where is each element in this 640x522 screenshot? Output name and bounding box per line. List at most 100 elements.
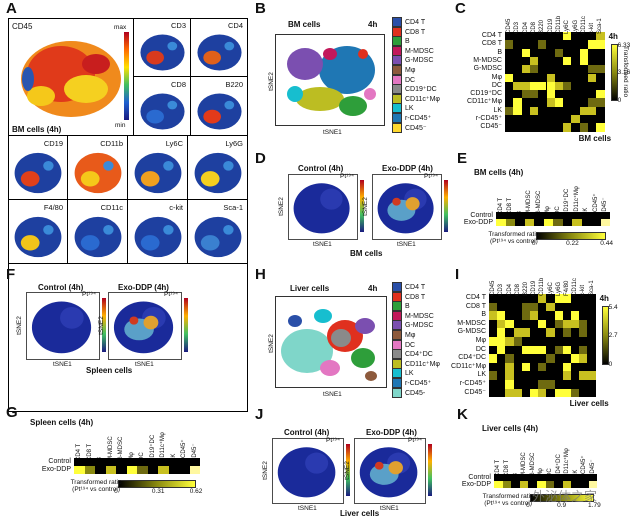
- heatmap-cell: [587, 294, 596, 303]
- marker-tsne-plot: [197, 34, 242, 71]
- heatmap-cell: [530, 354, 539, 363]
- heatmap-cell: [596, 73, 605, 82]
- strip-cell: [591, 212, 601, 219]
- colorbar-tick: 0: [526, 502, 530, 509]
- strip-cell: [562, 474, 572, 481]
- strip-cell: [168, 458, 179, 466]
- heatmap-cell: [571, 371, 580, 380]
- heatmap-cell: [521, 48, 530, 57]
- heatmap-cell: [489, 319, 498, 329]
- heatmap-column-label: CD4: [522, 21, 529, 34]
- heatmap-cell: [571, 362, 580, 372]
- panel-b-tsne-plot: [275, 34, 385, 126]
- heatmap-cell: [579, 40, 588, 49]
- heatmap-column-label: Ly6C: [564, 20, 571, 34]
- heatmap-column-label: Ly6G: [572, 19, 579, 34]
- heatmap-cell: [579, 302, 588, 312]
- legend-swatch: [392, 349, 402, 360]
- heatmap-cell: [505, 362, 514, 372]
- heatmap-cell: [538, 40, 547, 49]
- marker-cell-ckit: c-kit: [128, 200, 188, 264]
- heatmap-cell: [497, 362, 506, 372]
- heatmap-cell: [596, 90, 605, 99]
- colorbar-title-line2: (Pt¹⁹⁴ vs control): [72, 486, 121, 493]
- strip-cell: [588, 474, 598, 481]
- heatmap-cell: [554, 115, 564, 124]
- pt194-label: Pt¹⁹⁴: [82, 291, 96, 298]
- heatmap-cell: [546, 90, 555, 99]
- heatmap-cell: [563, 98, 572, 107]
- heatmap-cell: [554, 98, 564, 107]
- strip-row-label: Exo-DDP: [461, 481, 491, 488]
- heatmap-column-label: CD11c: [572, 278, 579, 296]
- heatmap-cell: [538, 98, 547, 107]
- strip-cell: [126, 466, 137, 474]
- strip-cell: [588, 481, 598, 488]
- heatmap-cell: [513, 371, 522, 380]
- heatmap-cell: [530, 302, 539, 312]
- legend-swatch: [392, 368, 402, 379]
- heatmap-cell: [546, 328, 555, 337]
- heatmap-cell: [571, 40, 580, 49]
- heatmap-cell: [530, 371, 539, 380]
- heatmap-cell: [554, 354, 563, 363]
- heatmap-cell: [588, 48, 597, 57]
- panel-a-section-title: BM cells (4h): [12, 125, 62, 134]
- heatmap-cell: [596, 40, 605, 49]
- panel-d-exo-title: Exo-DDP (4h): [382, 164, 433, 173]
- heatmap-cell: [588, 65, 597, 74]
- legend-label: LK: [405, 370, 414, 378]
- strip-cell: [494, 481, 503, 488]
- strip-row-label: Control: [48, 458, 71, 465]
- heatmap-cell: [546, 354, 555, 363]
- heatmap-cell: [505, 90, 514, 99]
- heatmap-cell: [513, 106, 522, 115]
- i-heatmap-grid: [489, 294, 596, 398]
- heatmap-row-label: LK: [493, 106, 502, 114]
- heatmap-cell: [588, 106, 597, 115]
- marker-tsne-plot: [74, 152, 122, 194]
- legend-swatch: [392, 93, 402, 104]
- colorbar-tick: 0: [114, 488, 118, 495]
- heatmap-cell: [529, 73, 539, 82]
- heatmap-cell: [563, 40, 572, 49]
- panel-j-caption: Liver cells: [340, 509, 380, 518]
- heatmap-row-label: Mφ: [491, 73, 502, 81]
- heatmap-cell: [579, 354, 588, 363]
- heatmap-cell: [489, 362, 498, 372]
- heatmap-column-label: CD8: [514, 283, 521, 296]
- marker-cell-cd3: CD3: [134, 18, 191, 77]
- strip-cell: [494, 474, 503, 481]
- heatmap-cell: [554, 90, 564, 99]
- strip-cell: [519, 481, 529, 488]
- heatmap-cell: [513, 73, 522, 82]
- heatmap-cell: [497, 345, 506, 355]
- strip-cell: [528, 481, 537, 488]
- marker-label: Ly6C: [165, 139, 183, 148]
- heatmap-cell: [554, 123, 564, 132]
- strip-cell: [545, 481, 555, 488]
- heatmap-column-label: Ly6G: [555, 281, 562, 296]
- heatmap-cell: [546, 115, 555, 124]
- panel-label-d: D: [255, 150, 266, 167]
- legend-item: CD8 T: [392, 26, 425, 37]
- legend-swatch: [392, 282, 402, 292]
- heatmap-cell: [497, 380, 506, 389]
- marker-tsne-plot: [140, 34, 185, 71]
- strip-cell: [74, 458, 85, 466]
- heatmap-cell: [571, 311, 580, 320]
- panel-label-e: E: [457, 150, 468, 167]
- strip-cell: [147, 458, 158, 466]
- heatmap-row-label: G-MDSC: [473, 65, 502, 73]
- heatmap-column-label: CD11c: [580, 16, 587, 34]
- heatmap-cell: [521, 123, 530, 132]
- heatmap-cell: [530, 311, 539, 320]
- heatmap-row-label: CD4 T: [481, 32, 502, 39]
- heatmap-cell: [587, 380, 596, 389]
- heatmap-cell: [505, 73, 514, 82]
- heatmap-cell: [579, 123, 588, 132]
- heatmap-cell: [521, 337, 530, 346]
- heatmap-cell: [505, 311, 514, 320]
- heatmap-cell: [554, 106, 564, 115]
- legend-label: DC: [405, 341, 416, 349]
